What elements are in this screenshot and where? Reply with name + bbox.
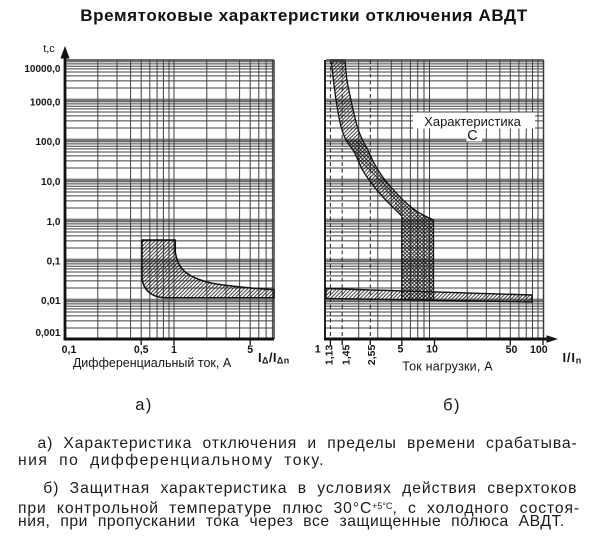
svg-text:0,5: 0,5 — [134, 344, 149, 356]
svg-text:I/In: I/In — [563, 350, 583, 366]
svg-text:10: 10 — [426, 344, 438, 356]
svg-text:10000,0: 10000,0 — [24, 64, 61, 75]
svg-text:100: 100 — [530, 344, 548, 356]
svg-text:С: С — [467, 128, 477, 144]
svg-text:10,0: 10,0 — [41, 177, 61, 188]
svg-text:0,01: 0,01 — [41, 296, 61, 307]
svg-text:t,c: t,c — [43, 43, 55, 55]
svg-text:1,0: 1,0 — [47, 217, 61, 228]
svg-text:IΔ/IΔn: IΔ/IΔn — [258, 350, 290, 366]
svg-text:1,13: 1,13 — [324, 345, 336, 366]
svg-text:1: 1 — [315, 344, 321, 356]
svg-text:0,1: 0,1 — [47, 257, 61, 268]
svg-text:1: 1 — [171, 344, 177, 356]
svg-text:0,001: 0,001 — [35, 328, 60, 339]
svg-text:Характеристика: Характеристика — [424, 114, 521, 129]
svg-text:5: 5 — [247, 344, 253, 356]
svg-text:Дифференциальный ток, А: Дифференциальный ток, А — [73, 356, 232, 370]
svg-text:50: 50 — [506, 344, 518, 356]
svg-text:2,55: 2,55 — [366, 345, 378, 366]
svg-text:а): а) — [135, 396, 152, 414]
svg-text:5: 5 — [398, 344, 404, 356]
svg-text:100,0: 100,0 — [35, 137, 60, 148]
svg-text:0,1: 0,1 — [62, 344, 77, 356]
svg-text:Ток нагрузки, А: Ток нагрузки, А — [402, 360, 493, 374]
svg-text:б): б) — [443, 396, 461, 414]
svg-text:1000,0: 1000,0 — [30, 98, 61, 109]
svg-text:1,45: 1,45 — [341, 345, 353, 366]
